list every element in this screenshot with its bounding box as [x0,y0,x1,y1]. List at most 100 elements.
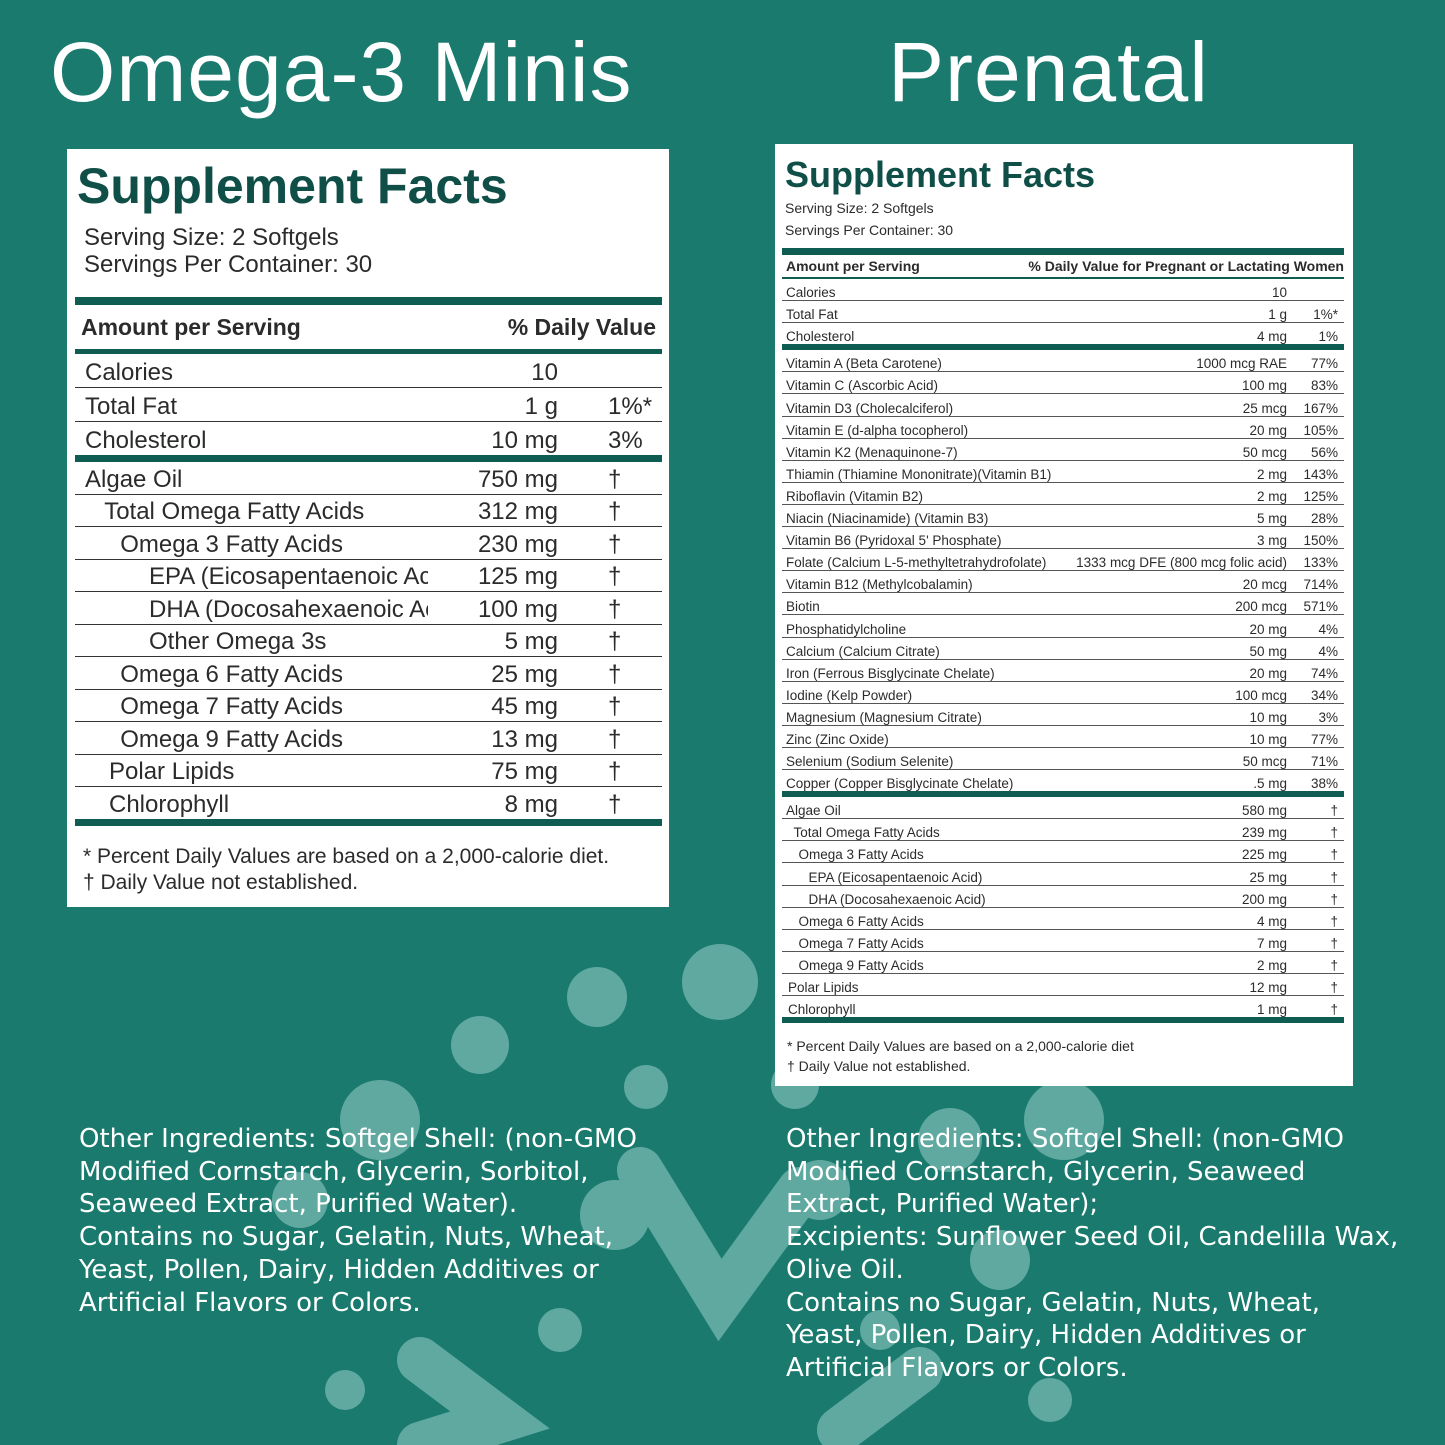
footnote: * Percent Daily Values are based on a 2,… [787,1038,1134,1054]
bubble [567,967,627,1027]
daily-value: † [608,465,622,493]
amount: 225 mg [1241,847,1287,863]
table-header: Amount per Serving % Daily Value for Pre… [782,255,1344,279]
chevron-shape [817,1347,943,1445]
amount: 2 mg [1256,957,1287,973]
table-row: Vitamin A (Beta Carotene) 1000 mcg RAE 77% [782,350,1344,373]
daily-value: 3% [1318,709,1338,725]
daily-value: 105% [1303,422,1338,438]
amount: 100 mg [1241,378,1287,394]
amount: 1 g [1268,307,1287,323]
amount: 20 mg [1249,422,1287,438]
daily-value: 28% [1310,511,1338,527]
table-row: Omega 9 Fatty Acids 13 mg † [75,722,662,755]
table-body: Calories 10 Total Fat 1 g 1%* Cholesterol 10 m… [75,354,662,826]
amount: 4 mg [1256,913,1287,929]
amount: 3 mg [1256,533,1287,549]
amount: 75 mg [491,758,558,785]
nutrient-name: EPA (Eicosapentaenoic Acid) [808,869,983,885]
nutrient-name: Cholesterol [786,329,855,345]
bubble [860,1310,900,1350]
table-row: Riboflavin (Vitamin B2) 2 mg 125% [782,483,1344,505]
table-row: DHA (Docosahexaenoic Acid) 100 mg † [75,592,662,625]
nutrient-name: Calories [786,285,836,301]
amount: 20 mg [1249,621,1287,637]
amount: 10 mg [1249,709,1287,725]
nutrient-name: Omega 3 Fatty Acids [120,530,343,558]
nutrient-name: Selenium (Sodium Selenite) [786,754,954,770]
table-row: Vitamin E (d-alpha tocopherol) 20 mg 105% [782,417,1344,439]
daily-value: † [1330,935,1338,951]
facts-heading: Supplement Facts [785,154,1096,195]
table-row: DHA (Docosahexaenoic Acid) 200 mg † [782,886,1344,908]
table-row: Vitamin C (Ascorbic Acid) 100 mg 83% [782,372,1344,395]
table-row: Thiamin (Thiamine Mononitrate)(Vitamin B… [782,461,1344,483]
table-header: Amount per Serving % Daily Value [75,305,662,354]
daily-value: † [608,693,622,720]
daily-value: † [608,628,622,655]
table-row: Omega 6 Fatty Acids 25 mg † [75,657,662,690]
nutrient-name: Zinc (Zinc Oxide) [786,731,889,747]
amount: 13 mg [491,725,558,753]
amount: 8 mg [504,790,558,818]
nutrient-name: Copper (Copper Bisglycinate Chelate) [786,776,1014,792]
nutrient-name: Folate (Calcium L-5-methyltetrahydrofola… [786,555,1047,571]
table-row: Total Omega Fatty Acids 239 mg † [782,819,1344,842]
table-row: Vitamin B12 (Methylcobalamin) 20 mcg 714% [782,571,1344,594]
daily-value: † [608,758,622,785]
other-ingredients: Other Ingredients: Softgel Shell: (non-G… [79,1123,679,1319]
amount: 1 g [524,393,558,420]
amount: 25 mg [1249,869,1287,885]
row-group: Algae Oil 750 mg † Total Omega Fatty Acids 3… [75,462,662,826]
amount: 7 mg [1256,935,1287,951]
daily-value: † [608,660,622,688]
table-row: Omega 7 Fatty Acids 45 mg † [75,690,662,722]
row-group: Calories 10 Total Fat 1 g 1%* Cholesterol 4 mg… [782,279,1344,351]
table-row: Omega 9 Fatty Acids 2 mg † [782,952,1344,974]
nutrient-name: Thiamin (Thiamine Mononitrate)(Vitamin B… [786,466,1052,482]
ingredient-paragraph: Other Ingredients: Softgel Shell: (non-G… [79,1124,637,1220]
daily-value: 143% [1303,466,1338,482]
daily-value: † [608,498,622,525]
daily-value: † [608,595,622,623]
amount: 312 mg [477,498,558,525]
daily-value: 133% [1303,555,1338,571]
table-row: Copper (Copper Bisglycinate Chelate) .5 m… [782,770,1344,791]
facts-panel: Supplement Facts Serving Size: 2 Softgel… [67,149,669,907]
table-row: Other Omega 3s 5 mg † [75,625,662,657]
table-row: Omega 6 Fatty Acids 4 mg † [782,908,1344,930]
table-row: Omega 7 Fatty Acids 7 mg † [782,930,1344,952]
daily-value: † [608,725,622,753]
nutrient-name: Omega 3 Fatty Acids [798,847,924,863]
amount: 25 mcg [1242,400,1287,416]
table-row: EPA (Eicosapentaenoic Acid) 125 mg † [75,560,662,592]
bubble [272,1172,328,1228]
table-row: Niacin (Niacinamide) (Vitamin B3) 5 mg 28% [782,505,1344,528]
amount: 125 mg [477,563,558,590]
daily-value: 71% [1310,754,1338,770]
table-row: Polar Lipids 12 mg † [782,974,1344,996]
amount: 750 mg [477,465,558,493]
nutrient-name: DHA (Docosahexaenoic Acid) [149,595,428,623]
amount: 10 [531,359,558,386]
daily-value: † [1330,957,1338,973]
bubble [340,1080,420,1160]
table-row: Folate (Calcium L-5-methyltetrahydrofola… [782,549,1344,572]
nutrient-name: Iron (Ferrous Bisglycinate Chelate) [786,665,995,681]
column-header: % Daily Value [507,313,656,340]
daily-value: 4% [1318,643,1338,659]
table-row: Omega 3 Fatty Acids 230 mg † [75,527,662,560]
nutrient-name: DHA (Docosahexaenoic Acid) [808,891,986,907]
daily-value: † [1330,980,1338,995]
nutrient-name: Phosphatidylcholine [786,621,907,637]
nutrient-name: Omega 6 Fatty Acids [120,660,343,688]
daily-value: † [608,790,622,818]
nutrient-name: Vitamin C (Ascorbic Acid) [786,378,939,394]
table-row: Total Fat 1 g 1%* [782,301,1344,324]
nutrient-name: Polar Lipids [788,980,859,995]
amount: 10 [1271,285,1287,301]
daily-value: † [1330,803,1338,819]
